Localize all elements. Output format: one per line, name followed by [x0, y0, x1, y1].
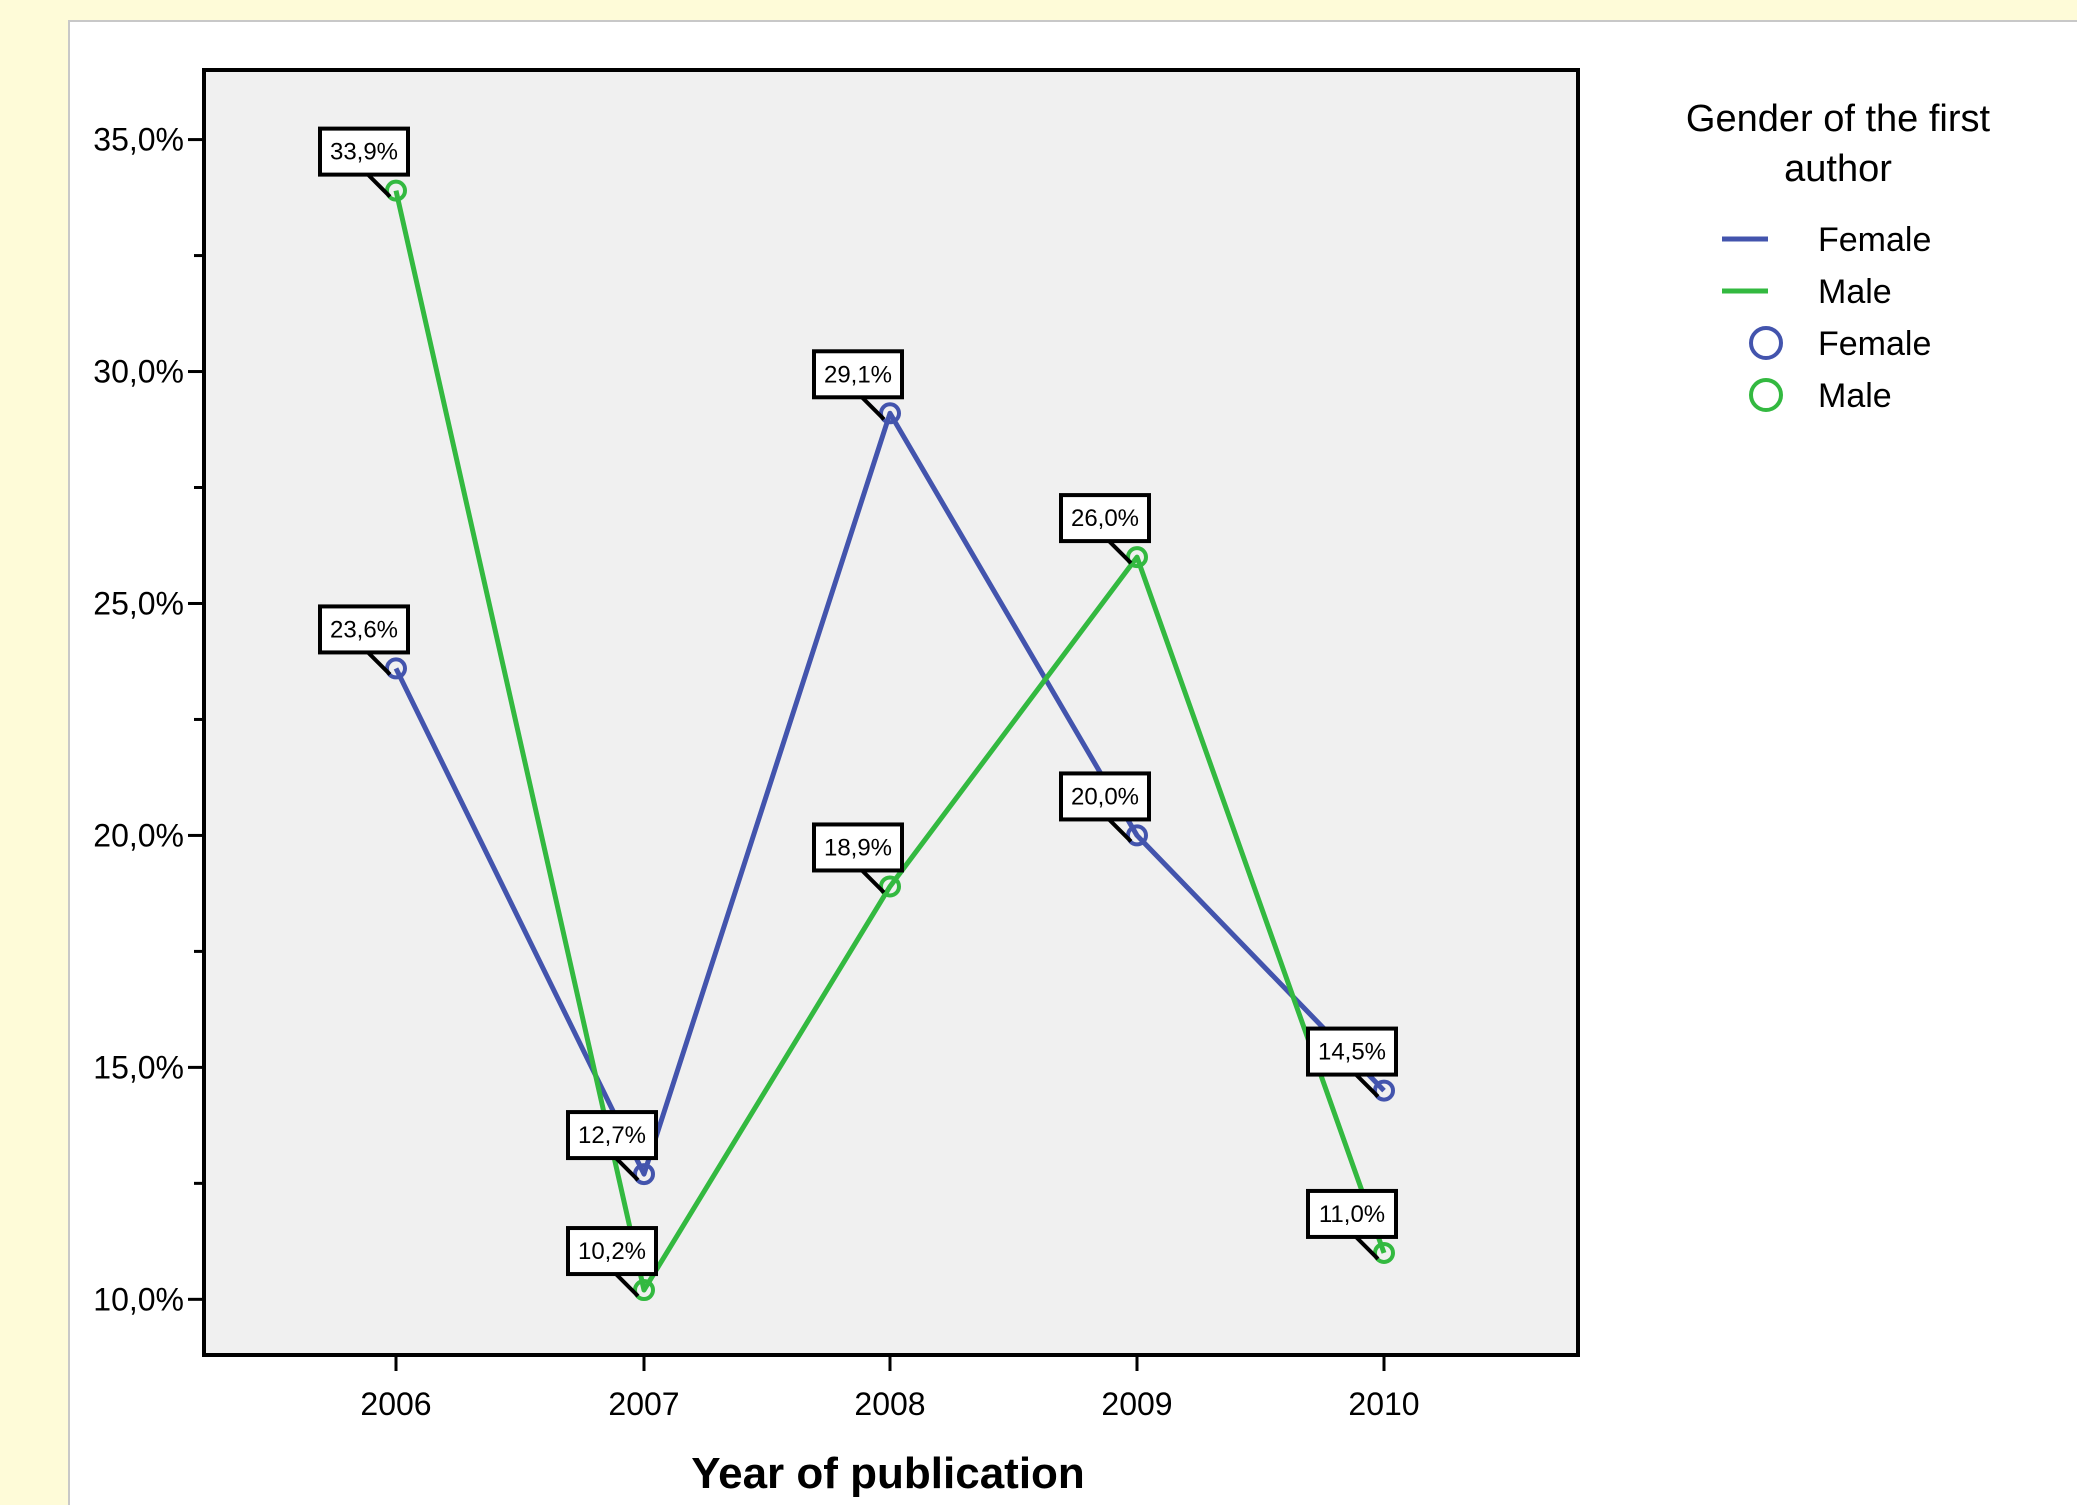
data-label-pointer [366, 173, 392, 199]
plot-area [202, 68, 1580, 1357]
data-point-female [385, 657, 407, 680]
x-tick-label: 2006 [360, 1386, 431, 1422]
data-label-text: 20,0% [1071, 783, 1139, 810]
y-tick-label: 35,0% [93, 122, 184, 158]
y-tick-label: 10,0% [93, 1281, 184, 1317]
data-label-female: 20,0% [1059, 771, 1151, 843]
data-label-pointer [1354, 1235, 1380, 1261]
data-point-male [879, 875, 901, 898]
legend-line-label: Male [1818, 273, 1892, 311]
data-point-female [633, 1163, 655, 1186]
data-label-male: 10,2% [566, 1226, 658, 1298]
data-point-male [633, 1279, 655, 1302]
data-point-male [1126, 546, 1148, 569]
data-label-female: 23,6% [318, 604, 410, 676]
legend-marker-label: Male [1818, 377, 1892, 415]
y-tick-label: 15,0% [93, 1049, 184, 1085]
data-label-pointer [614, 1272, 640, 1298]
data-label-box [566, 1110, 658, 1161]
data-label-female: 14,5% [1306, 1026, 1398, 1098]
x-tick-label: 2007 [608, 1386, 679, 1422]
data-label-box [1306, 1026, 1398, 1077]
data-label-pointer [860, 869, 886, 894]
data-point-female [1373, 1079, 1395, 1102]
data-point-male [1373, 1241, 1395, 1264]
data-label-text: 29,1% [824, 361, 892, 388]
data-label-text: 18,9% [824, 834, 892, 861]
data-label-text: 10,2% [578, 1238, 646, 1265]
data-label-male: 18,9% [812, 822, 904, 894]
legend-marker-label: Female [1818, 325, 1931, 363]
legend-entries: Female Male Female Male [1722, 221, 1931, 415]
legend-title-line-1: Gender of the first [1686, 98, 1991, 140]
data-label-box [318, 604, 410, 655]
data-label-pointer [1354, 1073, 1380, 1098]
series-line-male [393, 190, 1387, 1293]
data-point-male [385, 179, 407, 202]
x-axis-title: Year of publication [691, 1449, 1085, 1498]
y-tick-label: 25,0% [93, 585, 184, 621]
data-label-female: 29,1% [812, 349, 904, 421]
data-label-box [318, 126, 410, 177]
data-label-pointer [1107, 539, 1133, 565]
legend-line-label: Female [1818, 221, 1931, 259]
data-label-text: 12,7% [578, 1122, 646, 1149]
legend: Gender of the first author FemaleMaleFem… [1686, 98, 1991, 415]
y-tick-label: 20,0% [93, 817, 184, 853]
data-label-pointer [860, 395, 886, 421]
legend-title-line-2: author [1784, 148, 1892, 190]
x-axis: 2006 2007 2008 2009 2010 [360, 1355, 1420, 1422]
y-axis: 10,0% 15,0% 20,0% 25,0% 30,0% 35,0% [93, 122, 204, 1317]
data-label-text: 23,6% [330, 616, 398, 643]
data-label-male: 33,9% [318, 126, 410, 199]
legend-marker-swatch [1749, 378, 1783, 412]
data-label-box [1059, 493, 1151, 544]
data-label-box [812, 349, 904, 400]
data-label-male: 11,0% [1306, 1188, 1398, 1261]
x-tick-label: 2008 [854, 1386, 925, 1422]
data-label-text: 33,9% [330, 139, 398, 166]
data-label-female: 12,7% [566, 1110, 658, 1182]
data-label-text: 14,5% [1318, 1039, 1386, 1066]
data-label-male: 26,0% [1059, 493, 1151, 565]
x-tick-label: 2010 [1348, 1386, 1419, 1422]
legend-marker-swatch [1749, 326, 1783, 360]
data-label-pointer [614, 1156, 640, 1182]
data-labels-layer: 23,6% 12,7% 29,1% 20,0% 14,5% 33,9% 10,2% 18,9%… [318, 126, 1398, 1298]
series-layer [385, 179, 1395, 1302]
series-line-female [393, 410, 1386, 1177]
data-point-female [1126, 824, 1148, 847]
data-label-text: 26,0% [1071, 505, 1139, 532]
data-label-box [1059, 771, 1151, 822]
data-label-box [812, 822, 904, 873]
data-label-box [1306, 1188, 1398, 1239]
data-label-pointer [366, 651, 392, 676]
y-tick-label: 30,0% [93, 354, 184, 390]
data-label-box [566, 1226, 658, 1277]
x-tick-label: 2009 [1101, 1386, 1172, 1422]
data-label-pointer [1107, 818, 1133, 843]
data-label-text: 11,0% [1319, 1201, 1385, 1228]
data-point-female [879, 402, 901, 425]
